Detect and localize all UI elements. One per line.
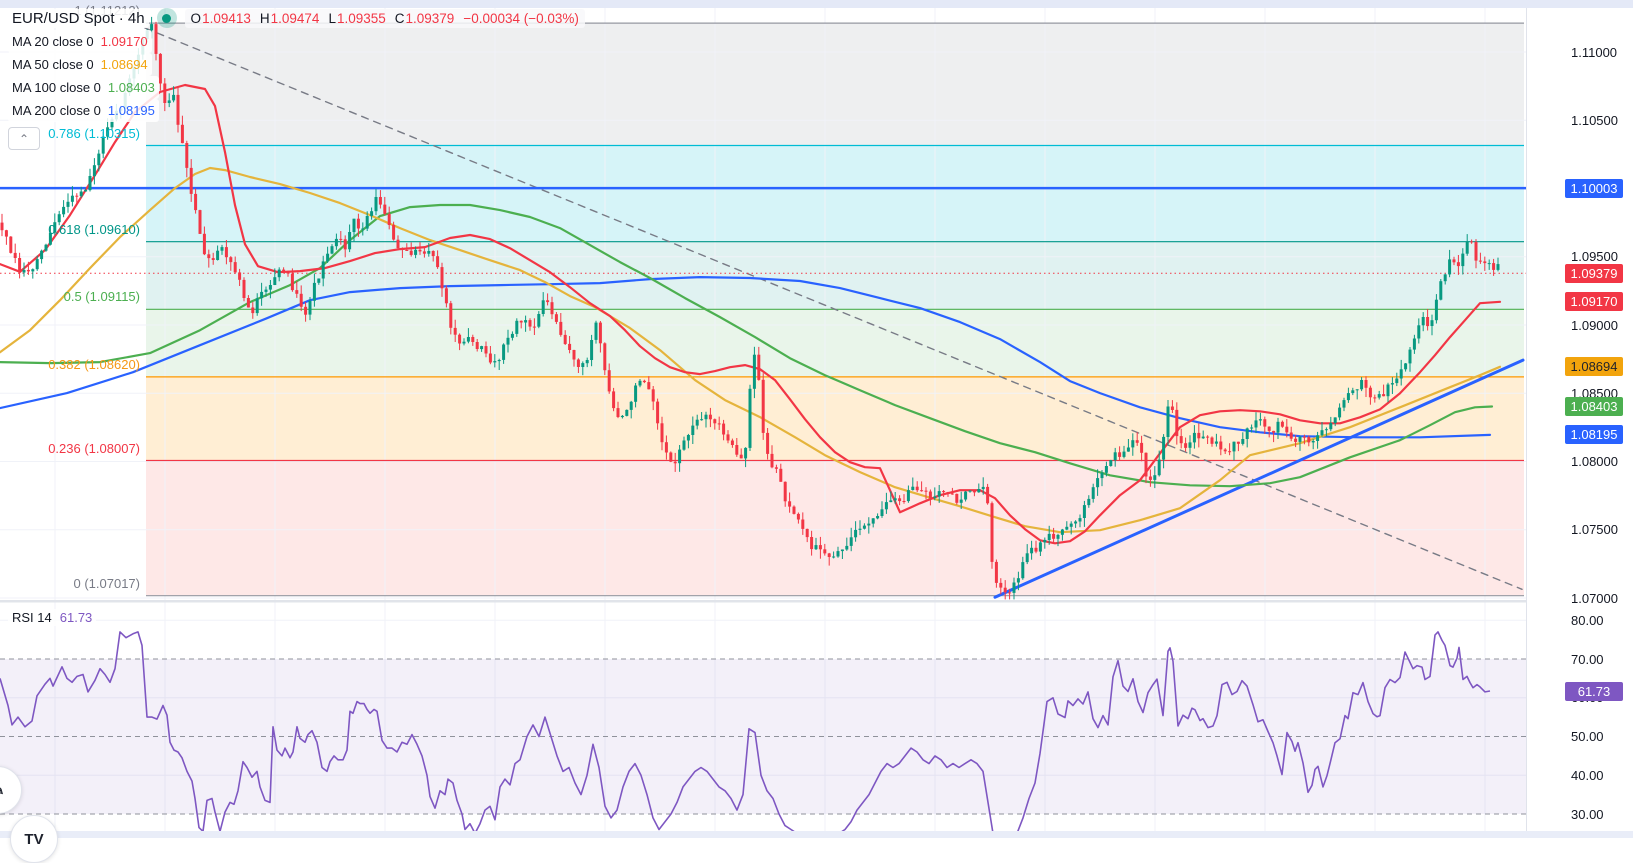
fib-zone bbox=[146, 23, 1524, 146]
ohlc-high-label: H bbox=[259, 10, 270, 26]
price-tick: 1.11000 bbox=[1571, 44, 1618, 60]
rsi-value-badge: 61.73 bbox=[1565, 681, 1623, 701]
rsi-tick: 30.00 bbox=[1571, 806, 1604, 822]
rsi-tick: 50.00 bbox=[1571, 729, 1604, 744]
ohlc-high-value: 1.09474 bbox=[270, 10, 320, 26]
price-badge: 1.09379 bbox=[1565, 263, 1623, 283]
rsi-value: 61.73 bbox=[59, 610, 93, 625]
ma100-value: 1.08403 bbox=[107, 80, 155, 95]
ascending-support-trendline[interactable] bbox=[993, 358, 1525, 599]
ma200-value: 1.08195 bbox=[107, 103, 155, 118]
ma200-legend-row[interactable]: MA 200 close 0 1.08195 bbox=[8, 99, 159, 122]
fib-label-0.236: 0.236 (1.08007) bbox=[48, 441, 140, 456]
chevron-up-icon: ⌃ bbox=[18, 131, 30, 146]
rsi-tick: 70.00 bbox=[1571, 651, 1604, 667]
price-tick: 1.07500 bbox=[1571, 522, 1618, 538]
fib-label-0.382: 0.382 (1.08620) bbox=[48, 357, 140, 372]
fib-label-0.5: 0.5 (1.09115) bbox=[63, 289, 140, 304]
price-badge: 1.10003 bbox=[1565, 178, 1623, 198]
rsi-legend[interactable]: RSI 14 61.73 bbox=[8, 609, 97, 626]
ohlc-open-value: 1.09413 bbox=[202, 10, 251, 26]
bottom-window-strip bbox=[0, 831, 1633, 838]
ohlc-values: O 1.09413 H 1.09474 L 1.09355 C 1.09379 −0.0… bbox=[184, 8, 585, 28]
market-status-icon[interactable] bbox=[156, 8, 177, 28]
top-window-strip bbox=[0, 0, 1633, 8]
ohlc-close-value: 1.09379 bbox=[405, 10, 455, 26]
ma200-line[interactable] bbox=[0, 276, 1492, 439]
fib-zone bbox=[146, 460, 1524, 596]
price-tick: 1.09000 bbox=[1571, 317, 1618, 333]
ma50-label: MA 50 close 0 bbox=[12, 57, 94, 72]
ohlc-change-value: −0.00034 (−0.03%) bbox=[463, 10, 579, 26]
fib-zone bbox=[146, 241, 1524, 310]
candles-layer bbox=[0, 16, 1500, 600]
price-tick: 1.09500 bbox=[1571, 249, 1618, 265]
descending-dashed-trendline[interactable] bbox=[144, 27, 1523, 590]
price-tick: 1.10500 bbox=[1571, 112, 1618, 128]
price-tick: 1.07000 bbox=[1571, 590, 1618, 606]
ohlc-open-label: O bbox=[190, 10, 202, 26]
ma20-value: 1.09170 bbox=[100, 34, 148, 49]
legend-collapse-button[interactable]: ⌃ bbox=[8, 127, 40, 150]
fib-zone bbox=[146, 309, 1524, 377]
rsi-label: RSI 14 bbox=[12, 610, 52, 625]
price-badge: 1.08403 bbox=[1565, 396, 1623, 416]
price-tick: 1.08000 bbox=[1571, 454, 1618, 469]
price-badge: 1.09170 bbox=[1565, 292, 1623, 312]
ohlc-close-label: C bbox=[394, 10, 405, 26]
pane-separator[interactable] bbox=[0, 600, 1633, 603]
price-badge: 1.08195 bbox=[1565, 425, 1623, 445]
ma50-line[interactable] bbox=[0, 166, 1502, 534]
ohlc-low-value: 1.09355 bbox=[336, 10, 386, 26]
rsi-line[interactable] bbox=[0, 631, 1491, 838]
price-badge: 1.08694 bbox=[1565, 357, 1623, 377]
fib-label-0.786: 0.786 (1.10315) bbox=[48, 126, 140, 141]
rsi-tick: 80.00 bbox=[1571, 612, 1604, 628]
ma200-label: MA 200 close 0 bbox=[12, 103, 101, 118]
ma50-value: 1.08694 bbox=[100, 57, 148, 72]
price-axis[interactable]: 1.11000 1.10500 1.09500 1.09000 1.08500 1.080… bbox=[1526, 8, 1633, 831]
ma20-legend-row[interactable]: MA 20 close 0 1.09170 bbox=[8, 30, 152, 53]
ma50-legend-row[interactable]: MA 50 close 0 1.08694 bbox=[8, 53, 152, 76]
rsi-tick: 40.00 bbox=[1571, 767, 1604, 783]
ohlc-low-label: L bbox=[328, 10, 336, 26]
ma20-line[interactable] bbox=[0, 83, 1502, 545]
ma20-label: MA 20 close 0 bbox=[12, 34, 94, 49]
symbol-title[interactable]: EUR/USD Spot · 4h bbox=[8, 8, 149, 28]
fib-label-0.618: 0.618 (1.09610) bbox=[48, 222, 140, 237]
chart-canvas[interactable] bbox=[0, 0, 1633, 838]
ma100-legend-row[interactable]: MA 100 close 0 1.08403 bbox=[8, 76, 159, 99]
fib-label-0: 0 (1.07017) bbox=[73, 576, 141, 591]
tradingview-logo-button[interactable]: TV bbox=[10, 815, 58, 863]
ma100-label: MA 100 close 0 bbox=[12, 80, 101, 95]
chart-legend: EUR/USD Spot · 4h O 1.09413 H 1.09474 L 1.0… bbox=[8, 6, 585, 150]
